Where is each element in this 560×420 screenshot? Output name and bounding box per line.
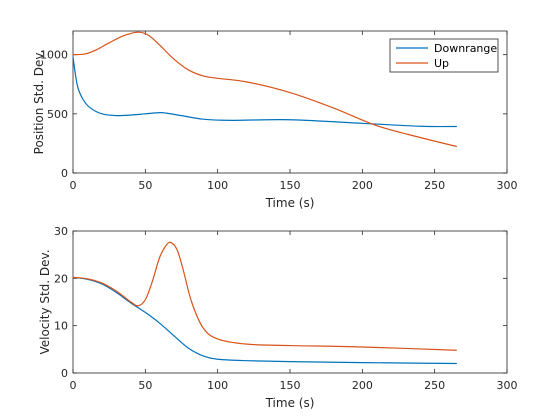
position-y-tick-label: 1000 (40, 49, 68, 62)
position-chart: 0 50 100 150 200 250 300 0 500 1000 Time (s) Posi… (32, 30, 518, 210)
position-x-axis-label: Time (s) (265, 196, 315, 210)
velocity-series (72, 241, 457, 365)
velocity-x-tick-label: 150 (280, 379, 301, 392)
legend-box (389, 38, 499, 73)
position-downrange-line (72, 56, 457, 128)
velocity-x-tick-label: 50 (138, 379, 152, 392)
position-series (72, 31, 457, 147)
velocity-x-tick-label: 100 (207, 379, 228, 392)
position-x-tick-label: 50 (138, 179, 152, 192)
velocity-downrange-line (72, 276, 457, 365)
position-up-line (72, 31, 457, 147)
position-y-tick-label: 0 (61, 167, 68, 180)
legend-downrange-label: Downrange (434, 42, 497, 55)
position-x-tick-label: 250 (424, 179, 445, 192)
position-y-axis-label: Position Std. Dev. (32, 50, 46, 155)
velocity-chart: 0 50 100 150 200 250 300 0 10 20 30 Time (s) Veloc… (38, 225, 518, 410)
velocity-x-tick-label: 0 (70, 379, 77, 392)
position-x-tick-label: 150 (280, 179, 301, 192)
position-y-tick-label: 500 (47, 108, 68, 121)
legend: Downrange Up (389, 38, 499, 73)
position-x-tick-label: 100 (207, 179, 228, 192)
legend-up-label: Up (434, 57, 449, 70)
velocity-axis-ticks: 0 50 100 150 200 250 300 0 10 20 30 (54, 225, 518, 392)
velocity-y-tick-label: 10 (54, 320, 68, 333)
velocity-x-axis-label: Time (s) (265, 396, 315, 410)
velocity-y-tick-label: 20 (54, 272, 68, 285)
position-x-tick-label: 300 (497, 179, 518, 192)
position-axis-ticks: 0 50 100 150 200 250 300 0 500 1000 (40, 31, 518, 192)
velocity-plot-area (72, 230, 508, 374)
velocity-y-tick-label: 0 (61, 367, 68, 380)
velocity-x-tick-label: 200 (352, 379, 373, 392)
velocity-y-tick-label: 30 (54, 225, 68, 238)
position-x-tick-label: 0 (70, 179, 77, 192)
velocity-up-line (72, 241, 457, 351)
velocity-x-tick-label: 300 (497, 379, 518, 392)
velocity-y-axis-label: Velocity Std. Dev. (38, 249, 52, 354)
position-x-tick-label: 200 (352, 179, 373, 192)
velocity-x-tick-label: 250 (424, 379, 445, 392)
